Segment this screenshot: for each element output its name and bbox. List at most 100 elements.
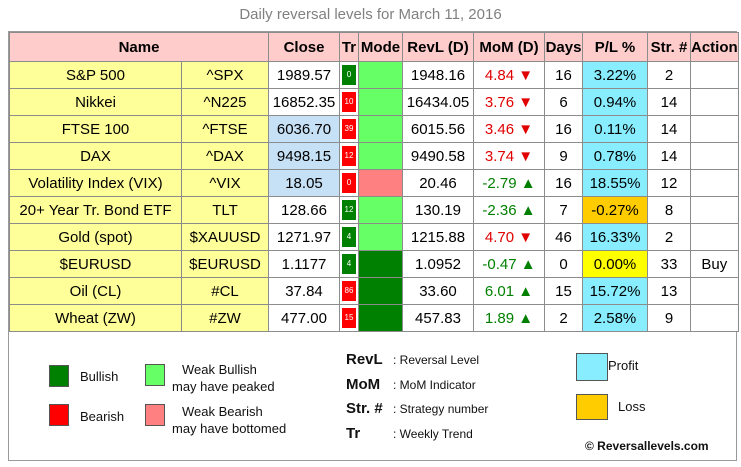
cell-close: 37.84 — [268, 277, 340, 305]
cell-days: 15 — [544, 277, 583, 305]
header-revl: RevL (D) — [402, 32, 474, 62]
cell-pl: 18.55% — [582, 169, 648, 197]
header-action: Action — [690, 32, 739, 62]
cell-revl: 9490.58 — [402, 142, 474, 170]
cell-mom: 4.70 ▼ — [473, 223, 545, 251]
cell-trend: 86 — [339, 277, 359, 305]
legend-str-value: : Strategy number — [393, 402, 489, 416]
cell-mom: 3.76 ▼ — [473, 88, 545, 116]
cell-revl: 16434.05 — [402, 88, 474, 116]
table-row: 20+ Year Tr. Bond ETF TLT 128.66 12 130.19 -2… — [9, 196, 739, 224]
cell-close: 1271.97 — [268, 223, 340, 251]
cell-strategy: 14 — [647, 88, 691, 116]
table-row: Nikkei ^N225 16852.35 10 16434.05 3.76 ▼ 6 0.94… — [9, 88, 739, 116]
loss-swatch — [576, 394, 608, 420]
cell-days: 16 — [544, 115, 583, 143]
trend-indicator: 12 — [342, 146, 356, 166]
cell-close: 477.00 — [268, 304, 340, 332]
cell-pl: 0.94% — [582, 88, 648, 116]
cell-action: Buy — [690, 250, 739, 278]
cell-days: 6 — [544, 88, 583, 116]
cell-name: $EURUSD — [9, 250, 182, 278]
legend-bullish-label: Bullish — [80, 369, 119, 384]
cell-close: 16852.35 — [268, 88, 340, 116]
cell-mode — [358, 169, 403, 197]
cell-name: Nikkei — [9, 88, 182, 116]
cell-name: Oil (CL) — [9, 277, 182, 305]
cell-mode — [358, 142, 403, 170]
weak-bullish-swatch — [145, 364, 165, 386]
legend-profit-label: Profit — [608, 358, 639, 373]
cell-strategy: 2 — [647, 223, 691, 251]
table-row: $EURUSD $EURUSD 1.1177 4 1.0952 -0.47 ▲ 0 0.00%… — [9, 250, 739, 278]
cell-strategy: 9 — [647, 304, 691, 332]
cell-close: 6036.70 — [268, 115, 340, 143]
header-name: Name — [9, 32, 269, 62]
cell-action — [690, 88, 739, 116]
cell-trend: 0 — [339, 169, 359, 197]
cell-strategy: 14 — [647, 115, 691, 143]
weak-bearish-swatch — [145, 404, 165, 426]
cell-action — [690, 169, 739, 197]
cell-close: 128.66 — [268, 196, 340, 224]
cell-trend: 4 — [339, 223, 359, 251]
cell-name: 20+ Year Tr. Bond ETF — [9, 196, 182, 224]
cell-action — [690, 61, 739, 89]
cell-name: Gold (spot) — [9, 223, 182, 251]
cell-symbol: ^DAX — [181, 142, 269, 170]
table-row: Oil (CL) #CL 37.84 86 33.60 6.01 ▲ 15 15.72% 13 — [9, 277, 739, 305]
cell-strategy: 2 — [647, 61, 691, 89]
trend-indicator: 0 — [342, 173, 356, 193]
cell-action — [690, 223, 739, 251]
table-row: Volatility Index (VIX) ^VIX 18.05 0 20.46 -2.… — [9, 169, 739, 197]
cell-pl: 3.22% — [582, 61, 648, 89]
cell-symbol: ^FTSE — [181, 115, 269, 143]
table-row: FTSE 100 ^FTSE 6036.70 39 6015.56 3.46 ▼ 16 0.1… — [9, 115, 739, 143]
cell-mode — [358, 88, 403, 116]
cell-name: DAX — [9, 142, 182, 170]
cell-trend: 12 — [339, 142, 359, 170]
cell-revl: 130.19 — [402, 196, 474, 224]
cell-trend: 15 — [339, 304, 359, 332]
legend-tr-key: Tr — [346, 425, 361, 442]
legend-str-key: Str. # — [346, 400, 383, 417]
cell-symbol: ^SPX — [181, 61, 269, 89]
cell-trend: 10 — [339, 88, 359, 116]
cell-close: 1.1177 — [268, 250, 340, 278]
cell-revl: 20.46 — [402, 169, 474, 197]
legend-revl-key: RevL — [346, 351, 383, 368]
cell-trend: 39 — [339, 115, 359, 143]
cell-mom: 4.84 ▼ — [473, 61, 545, 89]
cell-strategy: 33 — [647, 250, 691, 278]
cell-mom: 1.89 ▲ — [473, 304, 545, 332]
legend-mom-key: MoM — [346, 376, 381, 393]
cell-name: S&P 500 — [9, 61, 182, 89]
cell-close: 1989.57 — [268, 61, 340, 89]
trend-indicator: 39 — [342, 119, 356, 139]
cell-pl: -0.27% — [582, 196, 648, 224]
cell-name: FTSE 100 — [9, 115, 182, 143]
cell-days: 9 — [544, 142, 583, 170]
cell-strategy: 13 — [647, 277, 691, 305]
cell-mom: -0.47 ▲ — [473, 250, 545, 278]
cell-days: 0 — [544, 250, 583, 278]
cell-days: 2 — [544, 304, 583, 332]
cell-days: 7 — [544, 196, 583, 224]
cell-revl: 1948.16 — [402, 61, 474, 89]
cell-days: 16 — [544, 61, 583, 89]
header-tr: Tr — [339, 32, 359, 62]
trend-indicator: 12 — [342, 200, 356, 220]
cell-action — [690, 277, 739, 305]
cell-name: Volatility Index (VIX) — [9, 169, 182, 197]
trend-indicator: 4 — [342, 227, 356, 247]
page-title: Daily reversal levels for March 11, 2016 — [239, 6, 502, 23]
cell-mode — [358, 250, 403, 278]
cell-mode — [358, 223, 403, 251]
copyright: © Reversallevels.com — [585, 439, 709, 453]
cell-pl: 2.58% — [582, 304, 648, 332]
trend-indicator: 10 — [342, 92, 356, 112]
legend-weak-bullish-note: may have peaked — [172, 379, 275, 394]
trend-indicator: 4 — [342, 254, 356, 274]
bullish-swatch — [49, 365, 69, 387]
trend-indicator: 15 — [342, 308, 356, 328]
